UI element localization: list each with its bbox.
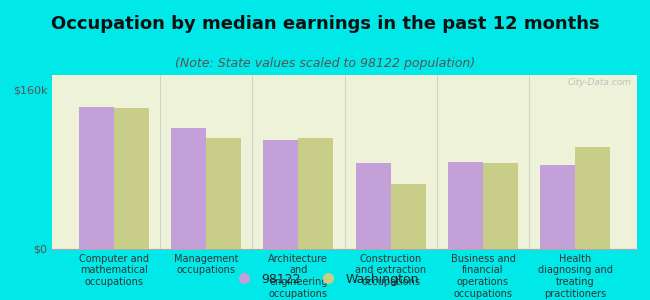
Bar (356, 164, 391, 249)
Bar (298, 138, 333, 249)
Text: (Note: State values scaled to 98122 population): (Note: State values scaled to 98122 popu… (175, 57, 475, 70)
Bar (263, 140, 298, 249)
Bar (391, 184, 426, 249)
Text: City-Data.com: City-Data.com (567, 79, 631, 88)
Text: Occupation by median earnings in the past 12 months: Occupation by median earnings in the pas… (51, 15, 599, 33)
Bar (575, 147, 610, 249)
Bar (79, 107, 114, 249)
Bar (171, 128, 206, 249)
Bar (483, 164, 518, 249)
Bar (540, 166, 575, 249)
Bar (448, 161, 483, 249)
Bar (114, 108, 149, 249)
Legend: 98122, Washington: 98122, Washington (226, 268, 424, 291)
Bar (206, 138, 241, 249)
